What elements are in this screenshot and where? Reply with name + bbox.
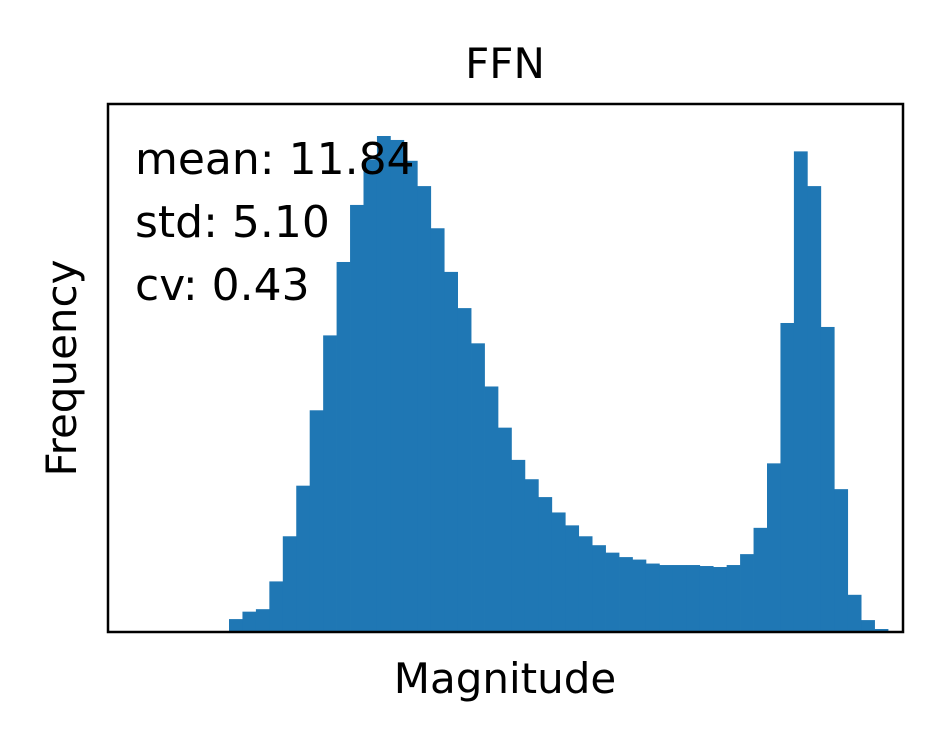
histogram-bar bbox=[538, 497, 553, 632]
histogram-bar bbox=[255, 609, 270, 632]
x-axis-label: Magnitude bbox=[394, 654, 617, 703]
histogram-bar bbox=[498, 427, 512, 632]
histogram-bar bbox=[390, 139, 405, 632]
histogram-bar bbox=[592, 545, 606, 632]
histogram-bar bbox=[242, 611, 257, 632]
histogram-bar bbox=[269, 581, 284, 632]
histogram-bar bbox=[309, 410, 324, 632]
histogram-bar bbox=[457, 308, 472, 632]
y-axis-label: Frequency bbox=[37, 260, 86, 477]
plot-frame bbox=[106, 102, 905, 634]
histogram-bar bbox=[444, 271, 458, 632]
histogram-bar bbox=[605, 552, 620, 632]
histogram-bar bbox=[524, 479, 539, 632]
histogram-bar bbox=[282, 536, 297, 632]
bars-layer bbox=[229, 136, 889, 633]
histogram-bar bbox=[403, 160, 418, 633]
histogram-bar bbox=[874, 629, 889, 632]
histogram-bar bbox=[847, 594, 862, 632]
histogram-bar bbox=[619, 557, 633, 632]
histogram-bar bbox=[578, 536, 593, 632]
histogram-bar bbox=[430, 228, 445, 632]
histogram-bar bbox=[726, 565, 741, 632]
histogram-bar bbox=[793, 151, 808, 632]
histogram-bar bbox=[376, 136, 391, 632]
histogram-bar bbox=[350, 204, 364, 632]
histogram-bar bbox=[686, 565, 701, 632]
histogram-bar bbox=[417, 186, 432, 632]
histogram-bar bbox=[713, 567, 727, 632]
histogram-bar bbox=[632, 559, 647, 632]
stat-cv-label: cv: 0.43 bbox=[135, 260, 310, 311]
histogram-bar bbox=[323, 335, 337, 632]
histogram-bar bbox=[820, 326, 835, 632]
histogram-bar bbox=[753, 527, 768, 632]
histogram-bar bbox=[780, 322, 795, 632]
histogram-bar bbox=[484, 386, 499, 632]
histogram-bar bbox=[740, 554, 754, 632]
stat-mean-label: mean: 11.84 bbox=[135, 134, 415, 185]
histogram-bar bbox=[861, 620, 875, 632]
histogram-bar bbox=[471, 343, 485, 632]
histogram-bar bbox=[363, 159, 378, 632]
histogram-bar bbox=[565, 525, 580, 632]
histogram-bar bbox=[229, 619, 243, 632]
histogram-bar bbox=[672, 565, 687, 632]
chart-title: FFN bbox=[465, 39, 545, 88]
histogram-bar bbox=[336, 261, 351, 632]
histogram-bar bbox=[807, 186, 822, 632]
histogram-bar bbox=[551, 512, 566, 632]
histogram-bar bbox=[645, 563, 660, 632]
histogram-bar bbox=[767, 463, 781, 632]
histogram-bar bbox=[834, 489, 849, 632]
histogram-bar bbox=[659, 565, 674, 632]
stat-std-label: std: 5.10 bbox=[135, 197, 330, 248]
histogram-bar bbox=[511, 459, 526, 632]
histogram-bar bbox=[699, 566, 714, 632]
histogram-bar bbox=[296, 485, 311, 632]
